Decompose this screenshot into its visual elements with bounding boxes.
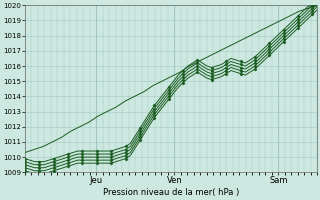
X-axis label: Pression niveau de la mer( hPa ): Pression niveau de la mer( hPa ) (103, 188, 239, 197)
